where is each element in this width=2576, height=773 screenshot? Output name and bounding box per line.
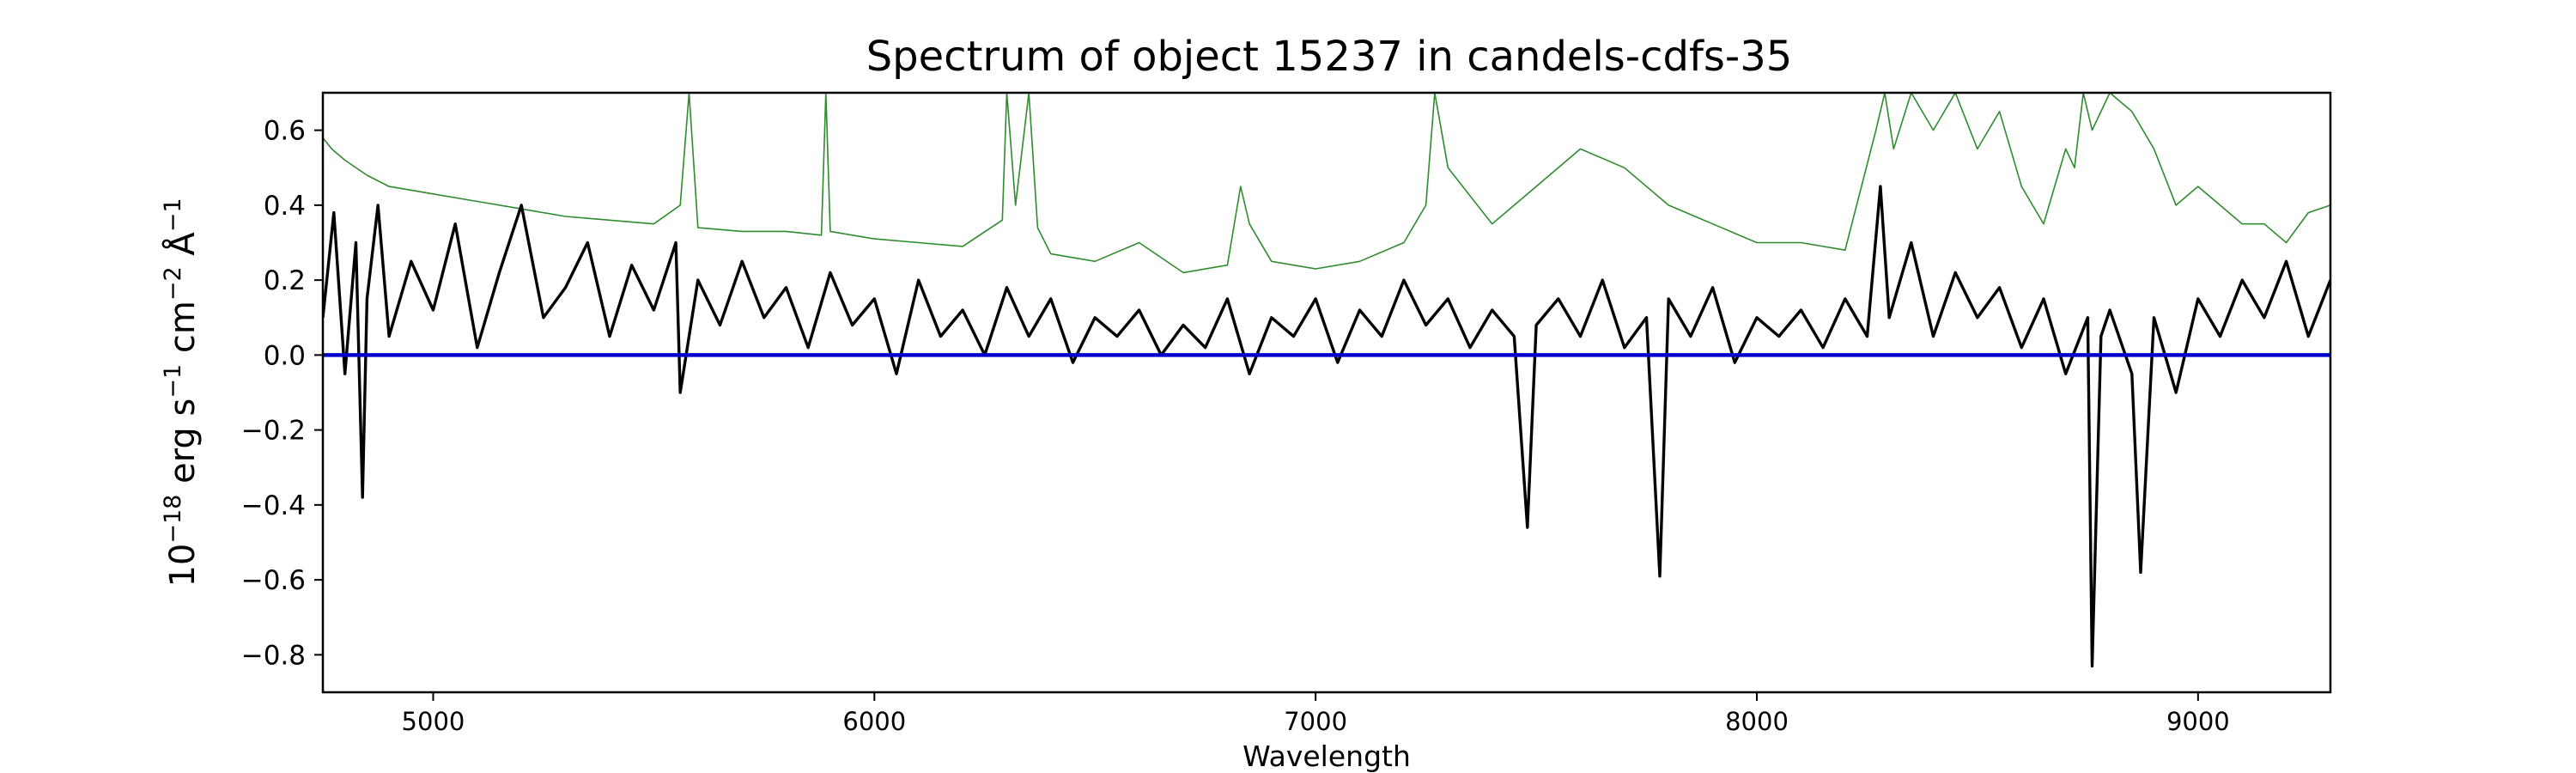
y-tick-label: 0.4 — [264, 191, 306, 222]
y-axis-label-base: Å — [161, 232, 203, 267]
series-layer — [323, 93, 2330, 668]
chart-title: Spectrum of object 15237 in candels-cdfs… — [866, 33, 1793, 81]
y-axis-label-base: erg s — [163, 399, 203, 495]
y-axis-label-base: cm — [163, 301, 203, 364]
x-axis-ticks: 5000 6000 7000 8000 9000 — [402, 692, 2230, 736]
x-axis-label: Wavelength — [1242, 740, 1411, 773]
y-tick-label: −0.6 — [241, 565, 306, 596]
y-axis-label-exponent: −1 — [160, 198, 186, 232]
y-tick-label: 0.6 — [264, 116, 306, 147]
y-axis-label-exponent: −1 — [160, 364, 186, 399]
x-tick-label: 9000 — [2166, 707, 2230, 736]
y-tick-label: 0.0 — [264, 340, 306, 371]
x-tick-label: 7000 — [1284, 707, 1347, 736]
y-axis-label: 10−18 erg s−1 cm−2 Å−1 — [160, 198, 203, 587]
y-tick-label: −0.4 — [241, 490, 306, 521]
y-tick-label: −0.2 — [241, 416, 306, 447]
x-tick-label: 8000 — [1725, 707, 1789, 736]
series-error-line — [323, 93, 2330, 274]
x-tick-label: 5000 — [402, 707, 465, 736]
plot-frame — [321, 91, 2332, 694]
series-flux-line — [323, 185, 2330, 668]
x-tick-label: 6000 — [842, 707, 906, 736]
y-tick-label: 0.2 — [264, 265, 306, 296]
y-axis-label-exponent: −18 — [160, 495, 186, 544]
y-tick-label: −0.8 — [241, 640, 306, 671]
y-axis-label-exponent: −2 — [160, 266, 186, 301]
y-axis-ticks: −0.8 −0.6 −0.4 −0.2 0.0 0.2 0.4 0.6 — [241, 116, 323, 671]
y-axis-label-base: 10 — [163, 544, 203, 587]
